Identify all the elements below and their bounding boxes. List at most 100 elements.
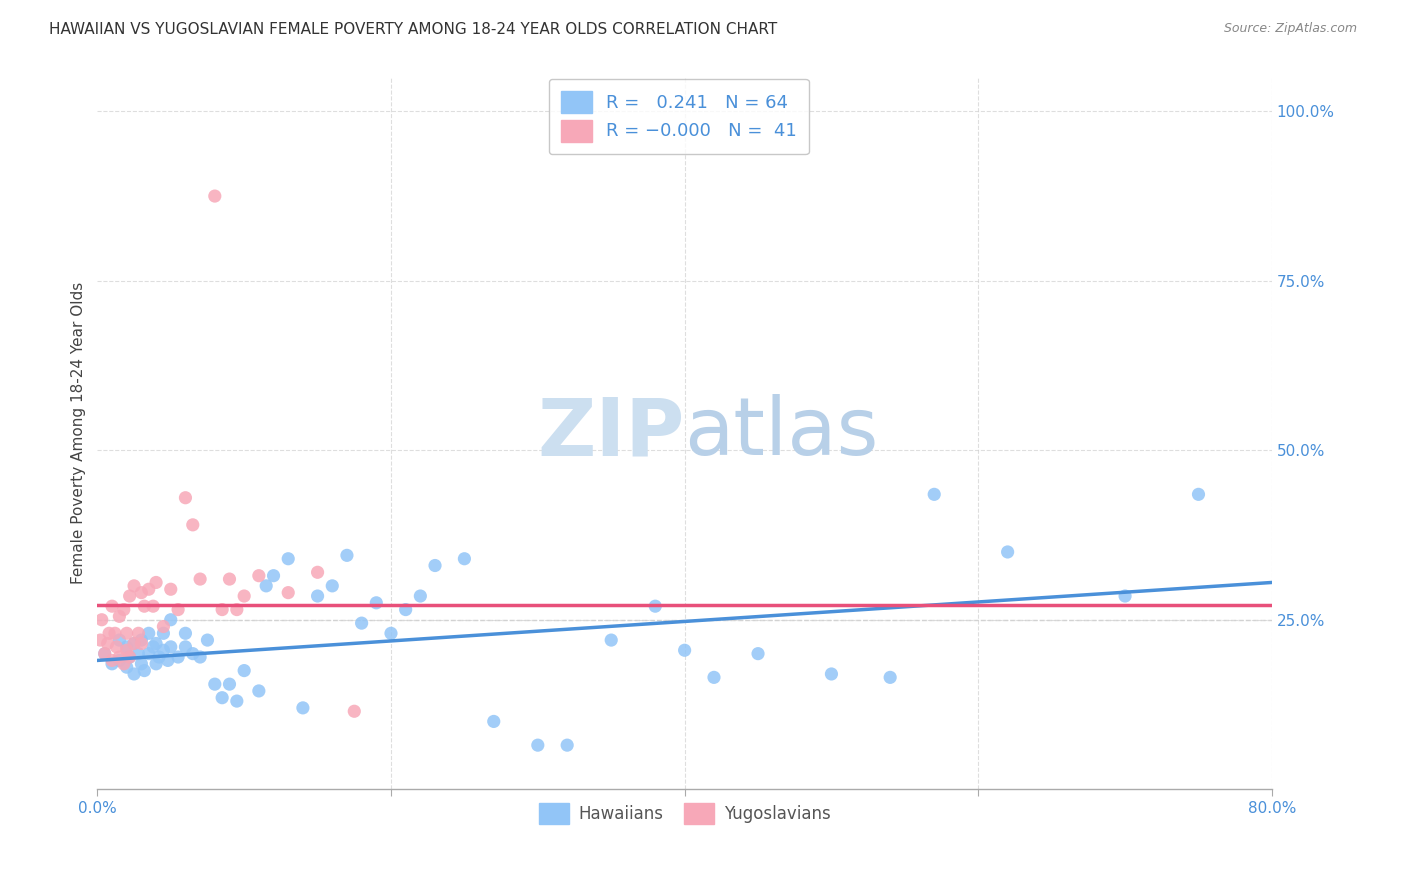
Point <box>350 616 373 631</box>
Point <box>167 650 190 665</box>
Point <box>703 670 725 684</box>
Point <box>188 650 211 665</box>
Text: HAWAIIAN VS YUGOSLAVIAN FEMALE POVERTY AMONG 18-24 YEAR OLDS CORRELATION CHART: HAWAIIAN VS YUGOSLAVIAN FEMALE POVERTY A… <box>49 22 778 37</box>
Point <box>118 589 141 603</box>
Point <box>233 589 256 603</box>
Point <box>453 551 475 566</box>
Point <box>211 690 233 705</box>
Point <box>152 643 174 657</box>
Point <box>555 738 578 752</box>
Text: ZIP: ZIP <box>537 394 685 473</box>
Point <box>122 667 145 681</box>
Point <box>115 626 138 640</box>
Point <box>174 640 197 654</box>
Y-axis label: Female Poverty Among 18-24 Year Olds: Female Poverty Among 18-24 Year Olds <box>72 282 86 584</box>
Point <box>204 189 226 203</box>
Point <box>174 491 197 505</box>
Point <box>115 660 138 674</box>
Point <box>142 599 165 614</box>
Point <box>174 626 197 640</box>
Point <box>122 636 145 650</box>
Point <box>366 596 388 610</box>
Point <box>336 549 359 563</box>
Point <box>211 602 233 616</box>
Point <box>145 575 167 590</box>
Text: Source: ZipAtlas.com: Source: ZipAtlas.com <box>1223 22 1357 36</box>
Point <box>380 626 402 640</box>
Point <box>142 640 165 654</box>
Point <box>225 602 247 616</box>
Legend: Hawaiians, Yugoslavians: Hawaiians, Yugoslavians <box>529 793 841 834</box>
Point <box>115 640 138 654</box>
Point <box>127 626 149 640</box>
Point <box>108 609 131 624</box>
Point <box>820 667 842 681</box>
Point <box>167 602 190 616</box>
Point <box>112 602 135 616</box>
Point <box>1187 487 1209 501</box>
Point <box>247 684 270 698</box>
Point <box>118 650 141 665</box>
Point <box>122 579 145 593</box>
Point <box>277 551 299 566</box>
Point <box>152 626 174 640</box>
Point <box>922 487 945 501</box>
Point <box>101 653 124 667</box>
Point <box>527 738 550 752</box>
Point <box>1114 589 1136 603</box>
Point <box>93 647 115 661</box>
Point <box>156 653 179 667</box>
Point <box>233 664 256 678</box>
Point <box>104 626 127 640</box>
Point <box>145 657 167 671</box>
Point <box>98 626 121 640</box>
Point <box>134 664 156 678</box>
Point <box>97 636 120 650</box>
Point <box>138 647 160 661</box>
Point <box>423 558 446 573</box>
Point <box>321 579 343 593</box>
Point <box>134 599 156 614</box>
Point <box>644 599 666 614</box>
Point <box>747 647 769 661</box>
Point <box>218 572 240 586</box>
Point <box>277 585 299 599</box>
Point <box>108 653 131 667</box>
Point <box>307 589 329 603</box>
Point <box>108 633 131 648</box>
Point <box>115 643 138 657</box>
Point <box>148 650 170 665</box>
Point <box>131 585 153 599</box>
Point <box>188 572 211 586</box>
Point <box>181 647 204 661</box>
Point <box>159 582 181 597</box>
Point <box>395 602 418 616</box>
Point <box>197 633 219 648</box>
Point <box>673 643 696 657</box>
Point <box>343 704 366 718</box>
Point <box>152 619 174 633</box>
Point <box>254 579 277 593</box>
Point <box>112 657 135 671</box>
Point <box>93 647 115 661</box>
Point <box>247 568 270 582</box>
Point <box>204 677 226 691</box>
Point <box>90 613 112 627</box>
Point <box>127 647 149 661</box>
Point <box>101 657 124 671</box>
Point <box>159 613 181 627</box>
Text: atlas: atlas <box>685 394 879 473</box>
Point <box>138 582 160 597</box>
Point <box>131 636 153 650</box>
Point <box>600 633 623 648</box>
Point <box>131 633 153 648</box>
Point <box>181 517 204 532</box>
Point <box>482 714 505 729</box>
Point <box>225 694 247 708</box>
Point <box>879 670 901 684</box>
Point <box>89 633 111 648</box>
Point <box>145 636 167 650</box>
Point <box>105 640 128 654</box>
Point <box>118 650 141 665</box>
Point <box>101 599 124 614</box>
